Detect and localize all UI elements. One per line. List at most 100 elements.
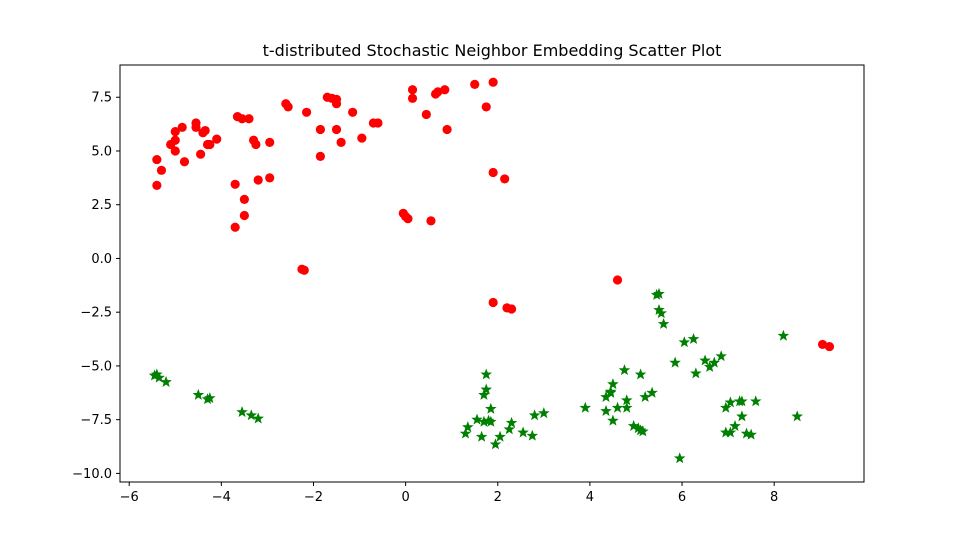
data-point-star xyxy=(690,367,702,379)
y-axis: −10.0 −7.5 −5.0 −2.5 0.0 2.5 5.0 7.5 xyxy=(72,91,120,482)
data-point-star xyxy=(607,378,619,390)
data-point-circle xyxy=(403,214,413,224)
data-point-star xyxy=(653,287,665,299)
data-point-circle xyxy=(440,85,450,95)
data-point-star xyxy=(669,356,681,368)
data-point-circle xyxy=(156,165,167,175)
y-tick-label: 7.5 xyxy=(91,91,112,106)
data-point-circle xyxy=(196,149,206,159)
red-circle-series xyxy=(152,77,835,352)
data-point-star xyxy=(637,425,649,437)
data-point-star xyxy=(153,371,165,383)
data-point-circle xyxy=(506,304,517,314)
data-point-star xyxy=(708,356,721,368)
green-star-series xyxy=(148,287,803,464)
data-point-circle xyxy=(179,157,190,167)
data-point-circle xyxy=(612,275,623,285)
data-point-circle xyxy=(426,216,436,226)
data-point-circle xyxy=(239,194,249,204)
data-point-star xyxy=(736,395,748,407)
data-point-circle xyxy=(470,79,480,89)
data-point-star xyxy=(503,423,516,435)
data-point-star xyxy=(687,333,700,344)
data-point-circle xyxy=(212,134,222,144)
data-point-star xyxy=(639,391,651,402)
y-tick-label: −2.5 xyxy=(80,306,112,321)
data-point-star xyxy=(724,426,737,438)
data-point-star xyxy=(777,329,790,341)
x-tick-label: −4 xyxy=(212,490,231,505)
data-point-circle xyxy=(299,265,309,275)
data-point-star xyxy=(627,420,640,432)
y-tick-label: 0.0 xyxy=(91,252,112,267)
x-tick-label: −2 xyxy=(304,490,323,505)
data-point-star xyxy=(526,429,539,441)
data-point-star xyxy=(485,415,497,427)
data-point-star xyxy=(204,392,216,404)
data-point-star xyxy=(724,396,737,408)
data-point-circle xyxy=(191,122,201,132)
x-tick-label: 4 xyxy=(586,490,594,505)
data-point-circle xyxy=(421,109,431,120)
data-point-star xyxy=(252,412,264,424)
data-point-star xyxy=(480,368,493,380)
data-point-circle xyxy=(442,124,452,135)
data-point-circle xyxy=(824,341,835,352)
data-point-star xyxy=(715,350,727,362)
x-axis: −6 −4 −2 0 2 4 6 8 xyxy=(120,482,778,505)
data-point-circle xyxy=(488,167,498,178)
data-point-star xyxy=(245,409,258,421)
plot-frame xyxy=(119,64,865,483)
data-point-circle xyxy=(170,135,180,145)
data-point-star xyxy=(471,413,483,425)
data-point-star xyxy=(607,414,619,426)
y-tick-label: 5.0 xyxy=(91,144,112,159)
data-point-star xyxy=(736,410,748,422)
data-point-star xyxy=(673,452,686,464)
x-tick-label: −6 xyxy=(120,490,139,505)
data-point-star xyxy=(791,410,803,422)
data-point-circle xyxy=(481,102,491,112)
data-point-circle xyxy=(200,125,210,136)
data-point-circle xyxy=(331,99,342,109)
data-point-circle xyxy=(237,114,247,124)
data-point-circle xyxy=(357,133,367,143)
data-point-circle xyxy=(265,173,275,183)
chart-title: t-distributed Stochastic Neighbor Embedd… xyxy=(263,41,722,60)
data-point-star xyxy=(618,364,631,376)
y-tick-label: −10.0 xyxy=(72,467,112,482)
data-point-star xyxy=(475,430,488,442)
data-point-circle xyxy=(407,93,418,103)
data-point-star xyxy=(462,421,474,433)
data-point-star xyxy=(489,438,502,450)
data-point-star xyxy=(528,409,541,421)
data-point-star xyxy=(485,402,497,414)
data-point-circle xyxy=(407,85,418,95)
data-point-circle xyxy=(253,175,263,185)
x-tick-label: 2 xyxy=(494,490,502,505)
data-point-star xyxy=(160,375,172,387)
data-point-star xyxy=(655,307,668,319)
x-tick-label: 0 xyxy=(401,490,409,505)
data-point-circle xyxy=(170,146,180,156)
data-point-star xyxy=(494,430,506,442)
data-point-circle xyxy=(817,339,828,350)
data-point-star xyxy=(634,368,647,380)
y-tick-label: 2.5 xyxy=(91,198,112,213)
data-point-circle xyxy=(331,124,342,135)
data-point-circle xyxy=(315,124,325,135)
data-point-star xyxy=(600,405,612,416)
data-point-star xyxy=(646,386,658,398)
data-point-star xyxy=(579,401,592,413)
data-point-circle xyxy=(283,102,293,112)
data-point-circle xyxy=(315,151,325,161)
y-tick-label: −5.0 xyxy=(80,359,112,374)
data-marks xyxy=(148,77,835,464)
data-point-circle xyxy=(230,222,240,232)
data-point-star xyxy=(459,427,472,439)
data-point-star xyxy=(657,317,670,329)
data-point-star xyxy=(678,336,691,348)
data-point-star xyxy=(236,406,248,418)
data-point-star xyxy=(620,401,633,413)
data-point-star xyxy=(480,383,493,395)
